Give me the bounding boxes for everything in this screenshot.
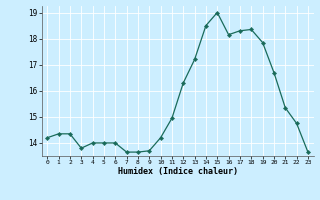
X-axis label: Humidex (Indice chaleur): Humidex (Indice chaleur) <box>118 167 237 176</box>
